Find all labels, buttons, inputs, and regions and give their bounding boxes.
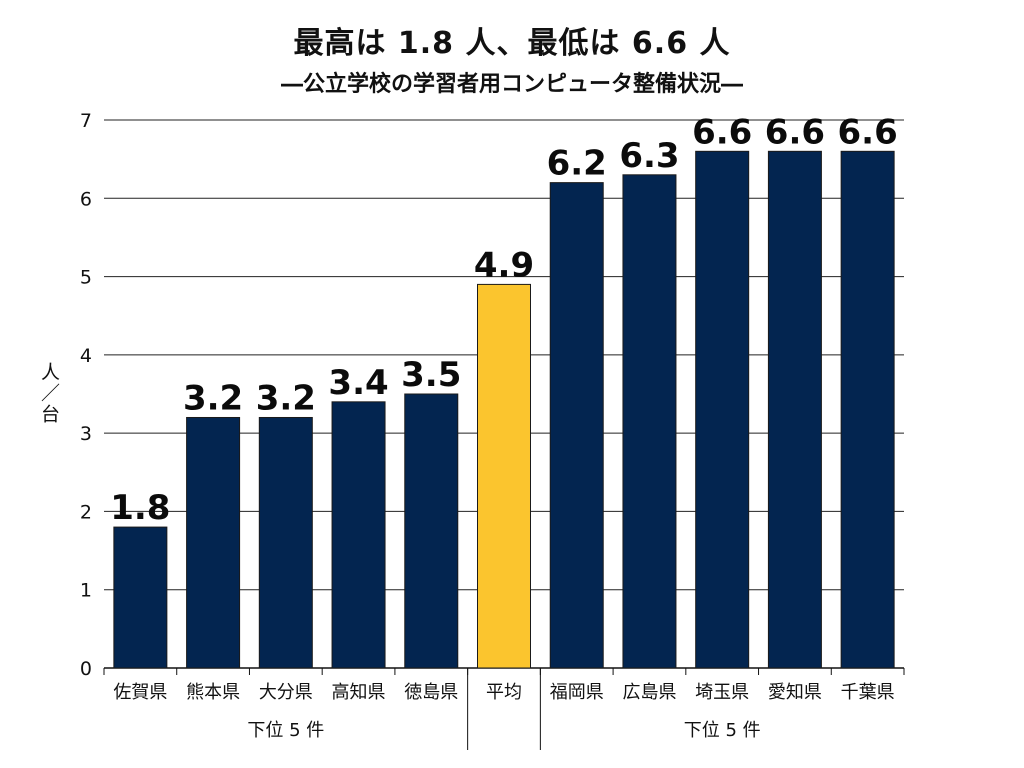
category-label: 佐賀県 xyxy=(113,682,167,703)
y-tick-label: 6 xyxy=(80,188,92,210)
bar xyxy=(404,393,459,669)
value-label: 6.2 xyxy=(547,144,607,184)
chart-title: 最高は 1.8 人、最低は 6.6 人 xyxy=(293,26,731,61)
y-tick-label: 4 xyxy=(80,345,92,367)
category-label: 熊本県 xyxy=(186,682,240,703)
category-label: 徳島県 xyxy=(404,682,458,703)
category-label: 福岡県 xyxy=(550,682,604,703)
y-tick-label: 1 xyxy=(80,580,92,602)
value-label: 3.4 xyxy=(328,363,388,403)
category-label: 平均 xyxy=(486,682,522,703)
bar xyxy=(258,416,313,669)
group-label: 下位 5 件 xyxy=(684,720,761,741)
value-label: 1.8 xyxy=(110,488,170,528)
category-label: 千葉県 xyxy=(841,682,895,703)
y-tick-label: 2 xyxy=(80,501,92,523)
bar xyxy=(331,401,386,669)
bar xyxy=(549,182,604,669)
y-tick-label: 5 xyxy=(80,267,92,289)
bar xyxy=(113,526,168,669)
category-label: 高知県 xyxy=(332,682,386,703)
bar xyxy=(477,283,531,669)
value-label: 3.2 xyxy=(183,378,243,418)
value-label: 3.5 xyxy=(401,355,461,395)
y-axis-label: 人／台 xyxy=(38,362,60,425)
y-tick-label: 3 xyxy=(80,423,92,445)
bar xyxy=(186,416,241,669)
value-label: 6.6 xyxy=(765,112,825,152)
category-label: 大分県 xyxy=(259,682,313,703)
category-label: 愛知県 xyxy=(768,682,822,703)
value-label: 4.9 xyxy=(474,245,534,285)
bar xyxy=(622,174,677,669)
chart-subtitle: ―公立学校の学習者用コンピュータ整備状況― xyxy=(280,72,743,97)
value-label: 6.3 xyxy=(619,136,679,176)
value-label: 6.6 xyxy=(692,112,752,152)
category-label: 埼玉県 xyxy=(695,682,749,703)
value-label: 3.2 xyxy=(256,378,316,418)
value-label: 6.6 xyxy=(838,112,898,152)
bar xyxy=(767,150,822,669)
y-tick-label: 0 xyxy=(80,658,92,680)
group-label: 下位 5 件 xyxy=(247,720,324,741)
y-tick-label: 7 xyxy=(80,110,92,132)
category-label: 広島県 xyxy=(622,682,676,703)
bar xyxy=(840,150,895,669)
bar xyxy=(695,150,750,669)
